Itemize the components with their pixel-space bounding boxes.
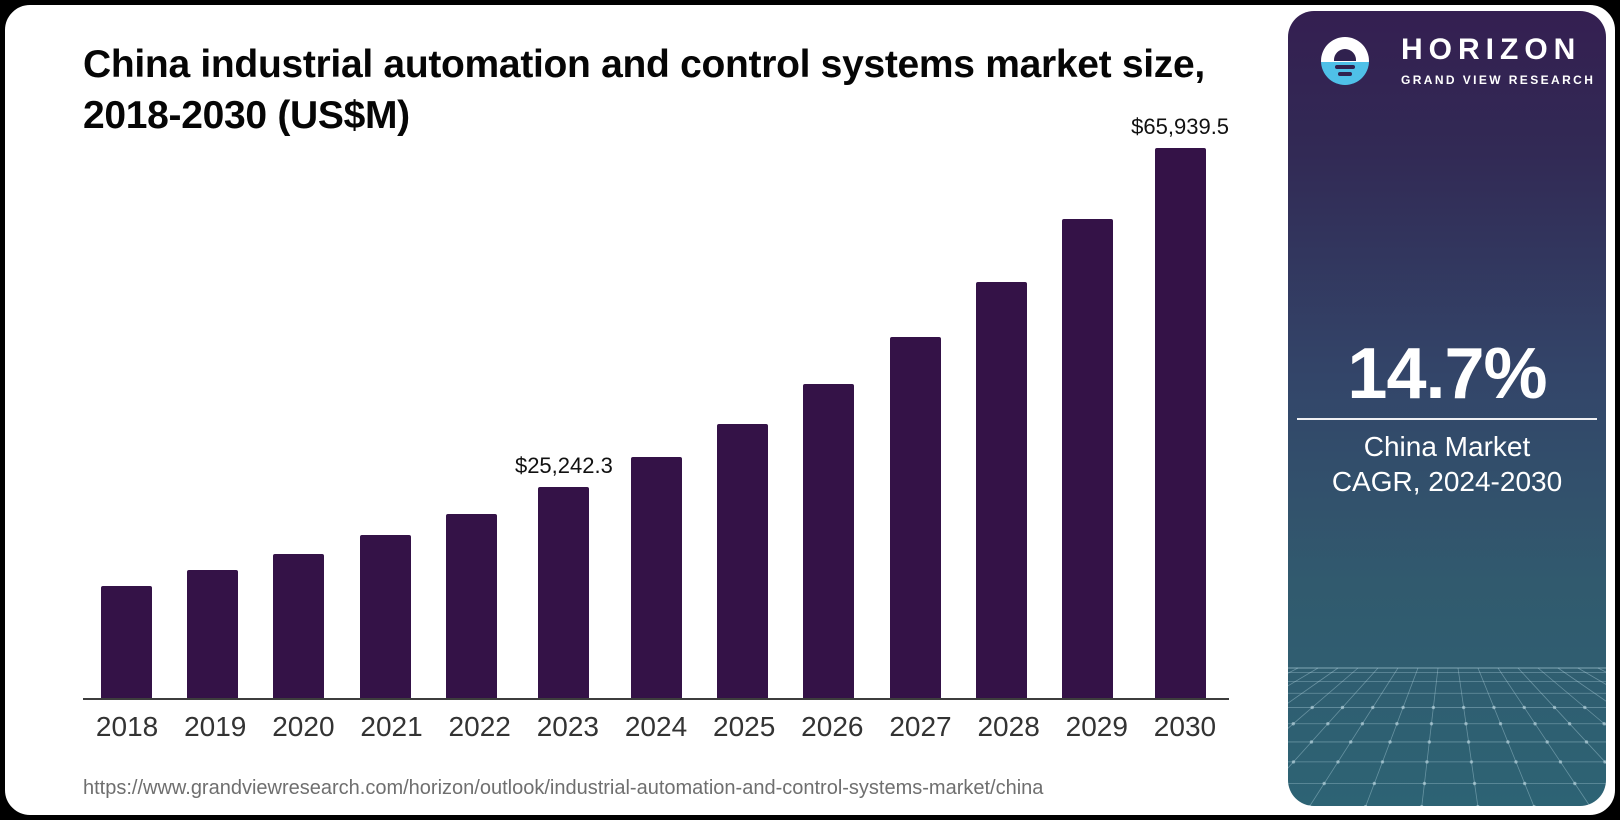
brand-text: HORIZON GRAND VIEW RESEARCH (1401, 33, 1596, 88)
bar-column (1045, 219, 1131, 698)
bar-column (342, 535, 428, 698)
stat-divider (1297, 418, 1597, 420)
chart-title: China industrial automation and control … (83, 39, 1205, 142)
bar-2030 (1154, 148, 1206, 698)
bar-column (613, 457, 699, 698)
x-axis-labels: 2018 2019 2020 2021 2022 2023 2024 2025 2026 2027… (83, 711, 1229, 743)
wave-line-icon (1338, 72, 1352, 76)
brand-block: HORIZON GRAND VIEW RESEARCH (1321, 35, 1595, 87)
bar-column (958, 282, 1044, 698)
bar-2021 (359, 535, 411, 698)
bars-row: $25,242.3 $65,939.5 (83, 113, 1229, 698)
brand-sidebar: HORIZON GRAND VIEW RESEARCH 14.7% China … (1288, 11, 1606, 806)
source-url: https://www.grandviewresearch.com/horizo… (83, 777, 1044, 799)
horizon-logo-icon (1321, 37, 1369, 85)
bar-2029 (1062, 219, 1114, 698)
x-axis-label: 2021 (360, 711, 423, 742)
bar-2018 (100, 586, 152, 698)
x-axis-label: 2028 (977, 711, 1040, 742)
bar-2025 (716, 424, 768, 698)
x-axis-label: 2026 (801, 711, 864, 742)
bar-2022 (446, 514, 498, 698)
x-axis-line (83, 698, 1229, 700)
cagr-stat-value: 14.7% (1347, 334, 1547, 414)
cagr-caption-line1: China Market (1363, 431, 1531, 462)
bar-2024 (630, 457, 682, 698)
bar-2026 (803, 384, 855, 698)
bar-value-label: $25,242.3 (514, 453, 613, 478)
wave-line-icon (1335, 65, 1355, 69)
bar-2019 (187, 570, 239, 698)
bar-column (872, 337, 958, 698)
brand-name: HORIZON (1401, 33, 1582, 66)
bar-column (429, 514, 515, 698)
bar-column: $65,939.5 (1131, 114, 1229, 698)
x-axis-label: 2023 (536, 711, 599, 742)
bar-2027 (889, 337, 941, 698)
bar-2023 (538, 487, 590, 698)
bar-column (256, 554, 342, 698)
chart-title-line2: 2018-2030 (US$M) (83, 94, 410, 138)
bar-value-label: $65,939.5 (1131, 114, 1230, 139)
cagr-stat-caption: China Market CAGR, 2024-2030 (1288, 429, 1606, 499)
bar-2028 (976, 282, 1028, 698)
x-axis-label: 2029 (1065, 711, 1128, 742)
x-axis-label: 2022 (448, 711, 511, 742)
wireframe-mesh-decoration (1288, 667, 1606, 806)
x-axis-label: 2027 (889, 711, 952, 742)
sun-icon (1334, 49, 1356, 61)
bar-column (786, 384, 872, 698)
x-axis-label: 2020 (272, 711, 335, 742)
x-axis-label: 2019 (184, 711, 247, 742)
bar-column: $25,242.3 (515, 453, 613, 698)
bar-column (83, 586, 169, 698)
x-axis-label: 2024 (624, 711, 688, 742)
x-axis-label: 2025 (713, 711, 776, 742)
x-axis-label: 2030 (1153, 711, 1217, 742)
brand-subtitle: GRAND VIEW RESEARCH (1401, 73, 1596, 87)
bar-column (169, 570, 255, 698)
chart-title-line1: China industrial automation and control … (83, 43, 1205, 86)
x-axis-label: 2018 (95, 711, 159, 742)
bar-2020 (273, 554, 325, 698)
bar-column (699, 424, 785, 698)
cagr-caption-line2: CAGR, 2024-2030 (1331, 466, 1563, 497)
